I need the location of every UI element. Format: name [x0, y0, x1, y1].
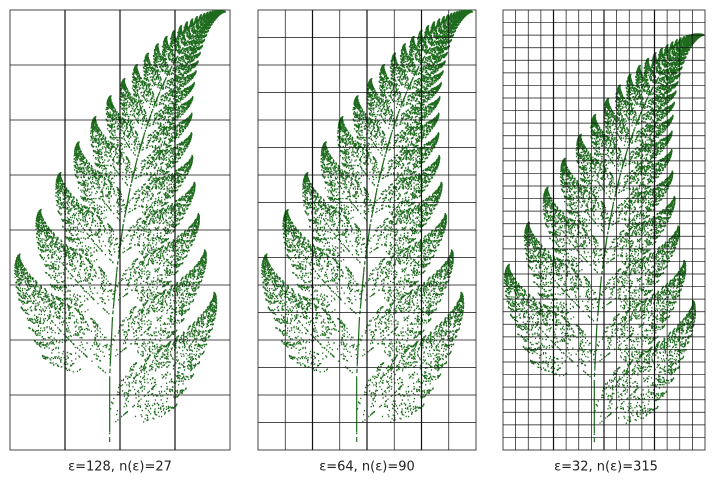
- caption: ε=32, n(ε)=315: [554, 460, 658, 475]
- caption: ε=64, n(ε)=90: [319, 460, 415, 475]
- caption: ε=128, n(ε)=27: [68, 460, 172, 475]
- figure: ε=128, n(ε)=27 ε=64, n(ε)=90 ε=32, n(ε)=…: [0, 0, 713, 482]
